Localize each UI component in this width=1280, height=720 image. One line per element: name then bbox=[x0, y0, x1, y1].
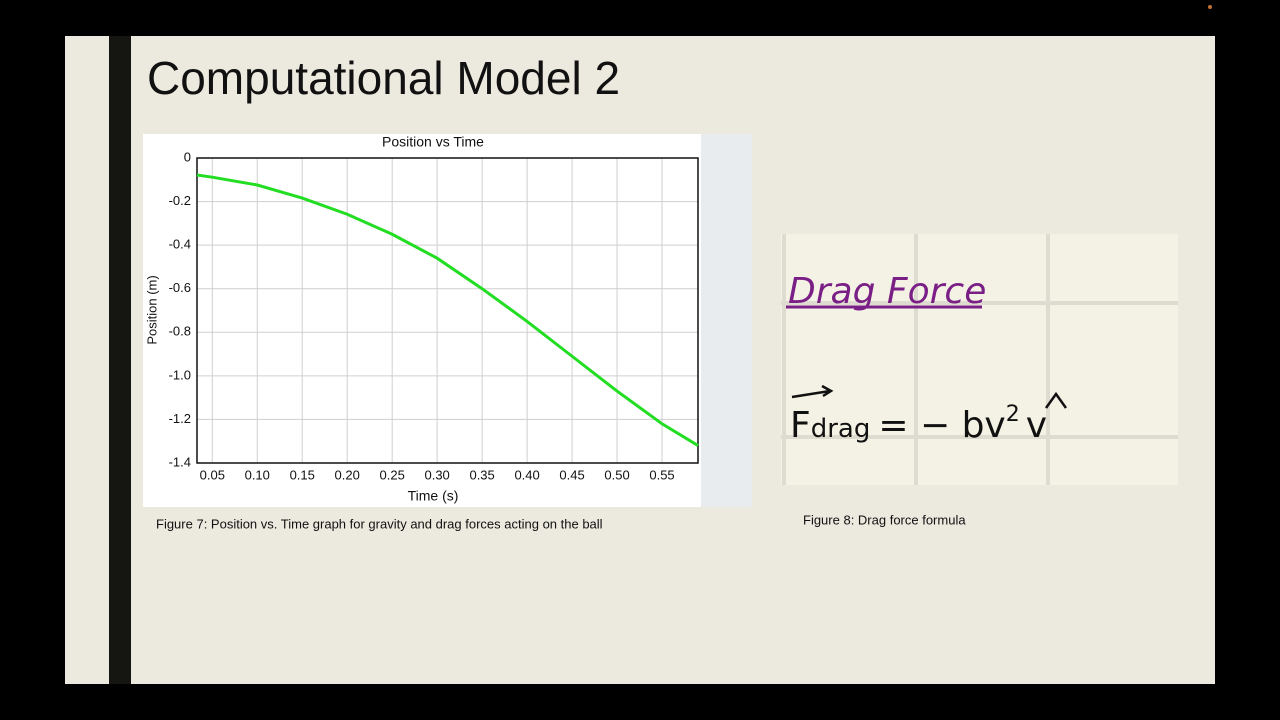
figure-caption: Figure 8: Drag force formula bbox=[803, 512, 966, 527]
x-tick-label: 0.25 bbox=[380, 467, 405, 482]
formula-unit: v bbox=[1026, 405, 1047, 446]
unit-hat bbox=[1044, 391, 1068, 409]
chart-panel bbox=[143, 134, 701, 507]
x-tick-label: 0.10 bbox=[245, 467, 270, 482]
y-tick-label: -0.4 bbox=[169, 237, 191, 252]
slide-title: Computational Model 2 bbox=[147, 52, 620, 104]
x-tick-label: 0.50 bbox=[604, 467, 629, 482]
formula: Fdrag = − bv2 v bbox=[790, 402, 1047, 446]
slide-bar bbox=[109, 36, 131, 684]
x-tick-label: 0.40 bbox=[514, 467, 539, 482]
indicator-dot bbox=[1208, 5, 1212, 9]
y-tick-label: -0.8 bbox=[169, 324, 191, 339]
y-tick-label: -0.2 bbox=[169, 193, 191, 208]
y-tick-label: -1.4 bbox=[169, 454, 191, 469]
y-tick-label: -1.0 bbox=[169, 367, 191, 382]
formula-exp: 2 bbox=[1006, 402, 1020, 427]
x-tick-label: 0.05 bbox=[200, 467, 225, 482]
y-tick-label: -0.6 bbox=[169, 280, 191, 295]
x-tick-label: 0.20 bbox=[335, 467, 360, 482]
drag-heading: Drag Force bbox=[788, 271, 986, 312]
x-tick-label: 0.45 bbox=[559, 467, 584, 482]
x-axis-label: Time (s) bbox=[408, 488, 459, 504]
plot: 0 -0.2 -0.4 -0.6 -0.8 -1.0 -1.2 -1.4 0.05 0.10 0.1… bbox=[169, 149, 699, 482]
figure-caption: Figure 7: Position vs. Time graph for gr… bbox=[156, 516, 603, 531]
x-tick-label: 0.55 bbox=[649, 467, 674, 482]
x-tick-label: 0.15 bbox=[290, 467, 315, 482]
y-tick-label: -1.2 bbox=[169, 411, 191, 426]
y-tick-label: 0 bbox=[184, 149, 191, 164]
formula-f: F bbox=[790, 405, 811, 446]
plot-frame bbox=[196, 157, 699, 464]
formula-sub: drag bbox=[811, 414, 871, 444]
formula-rhs: = − bv bbox=[878, 405, 1005, 446]
data-line bbox=[196, 173, 699, 447]
y-axis-label: Position (m) bbox=[144, 275, 159, 344]
vector-arrow bbox=[791, 384, 834, 399]
x-tick-label: 0.30 bbox=[424, 467, 449, 482]
formula-image bbox=[781, 234, 1178, 485]
paper-grid bbox=[781, 234, 1178, 485]
x-tick-label: 0.35 bbox=[469, 467, 494, 482]
chart-title: Position vs Time bbox=[382, 134, 484, 150]
